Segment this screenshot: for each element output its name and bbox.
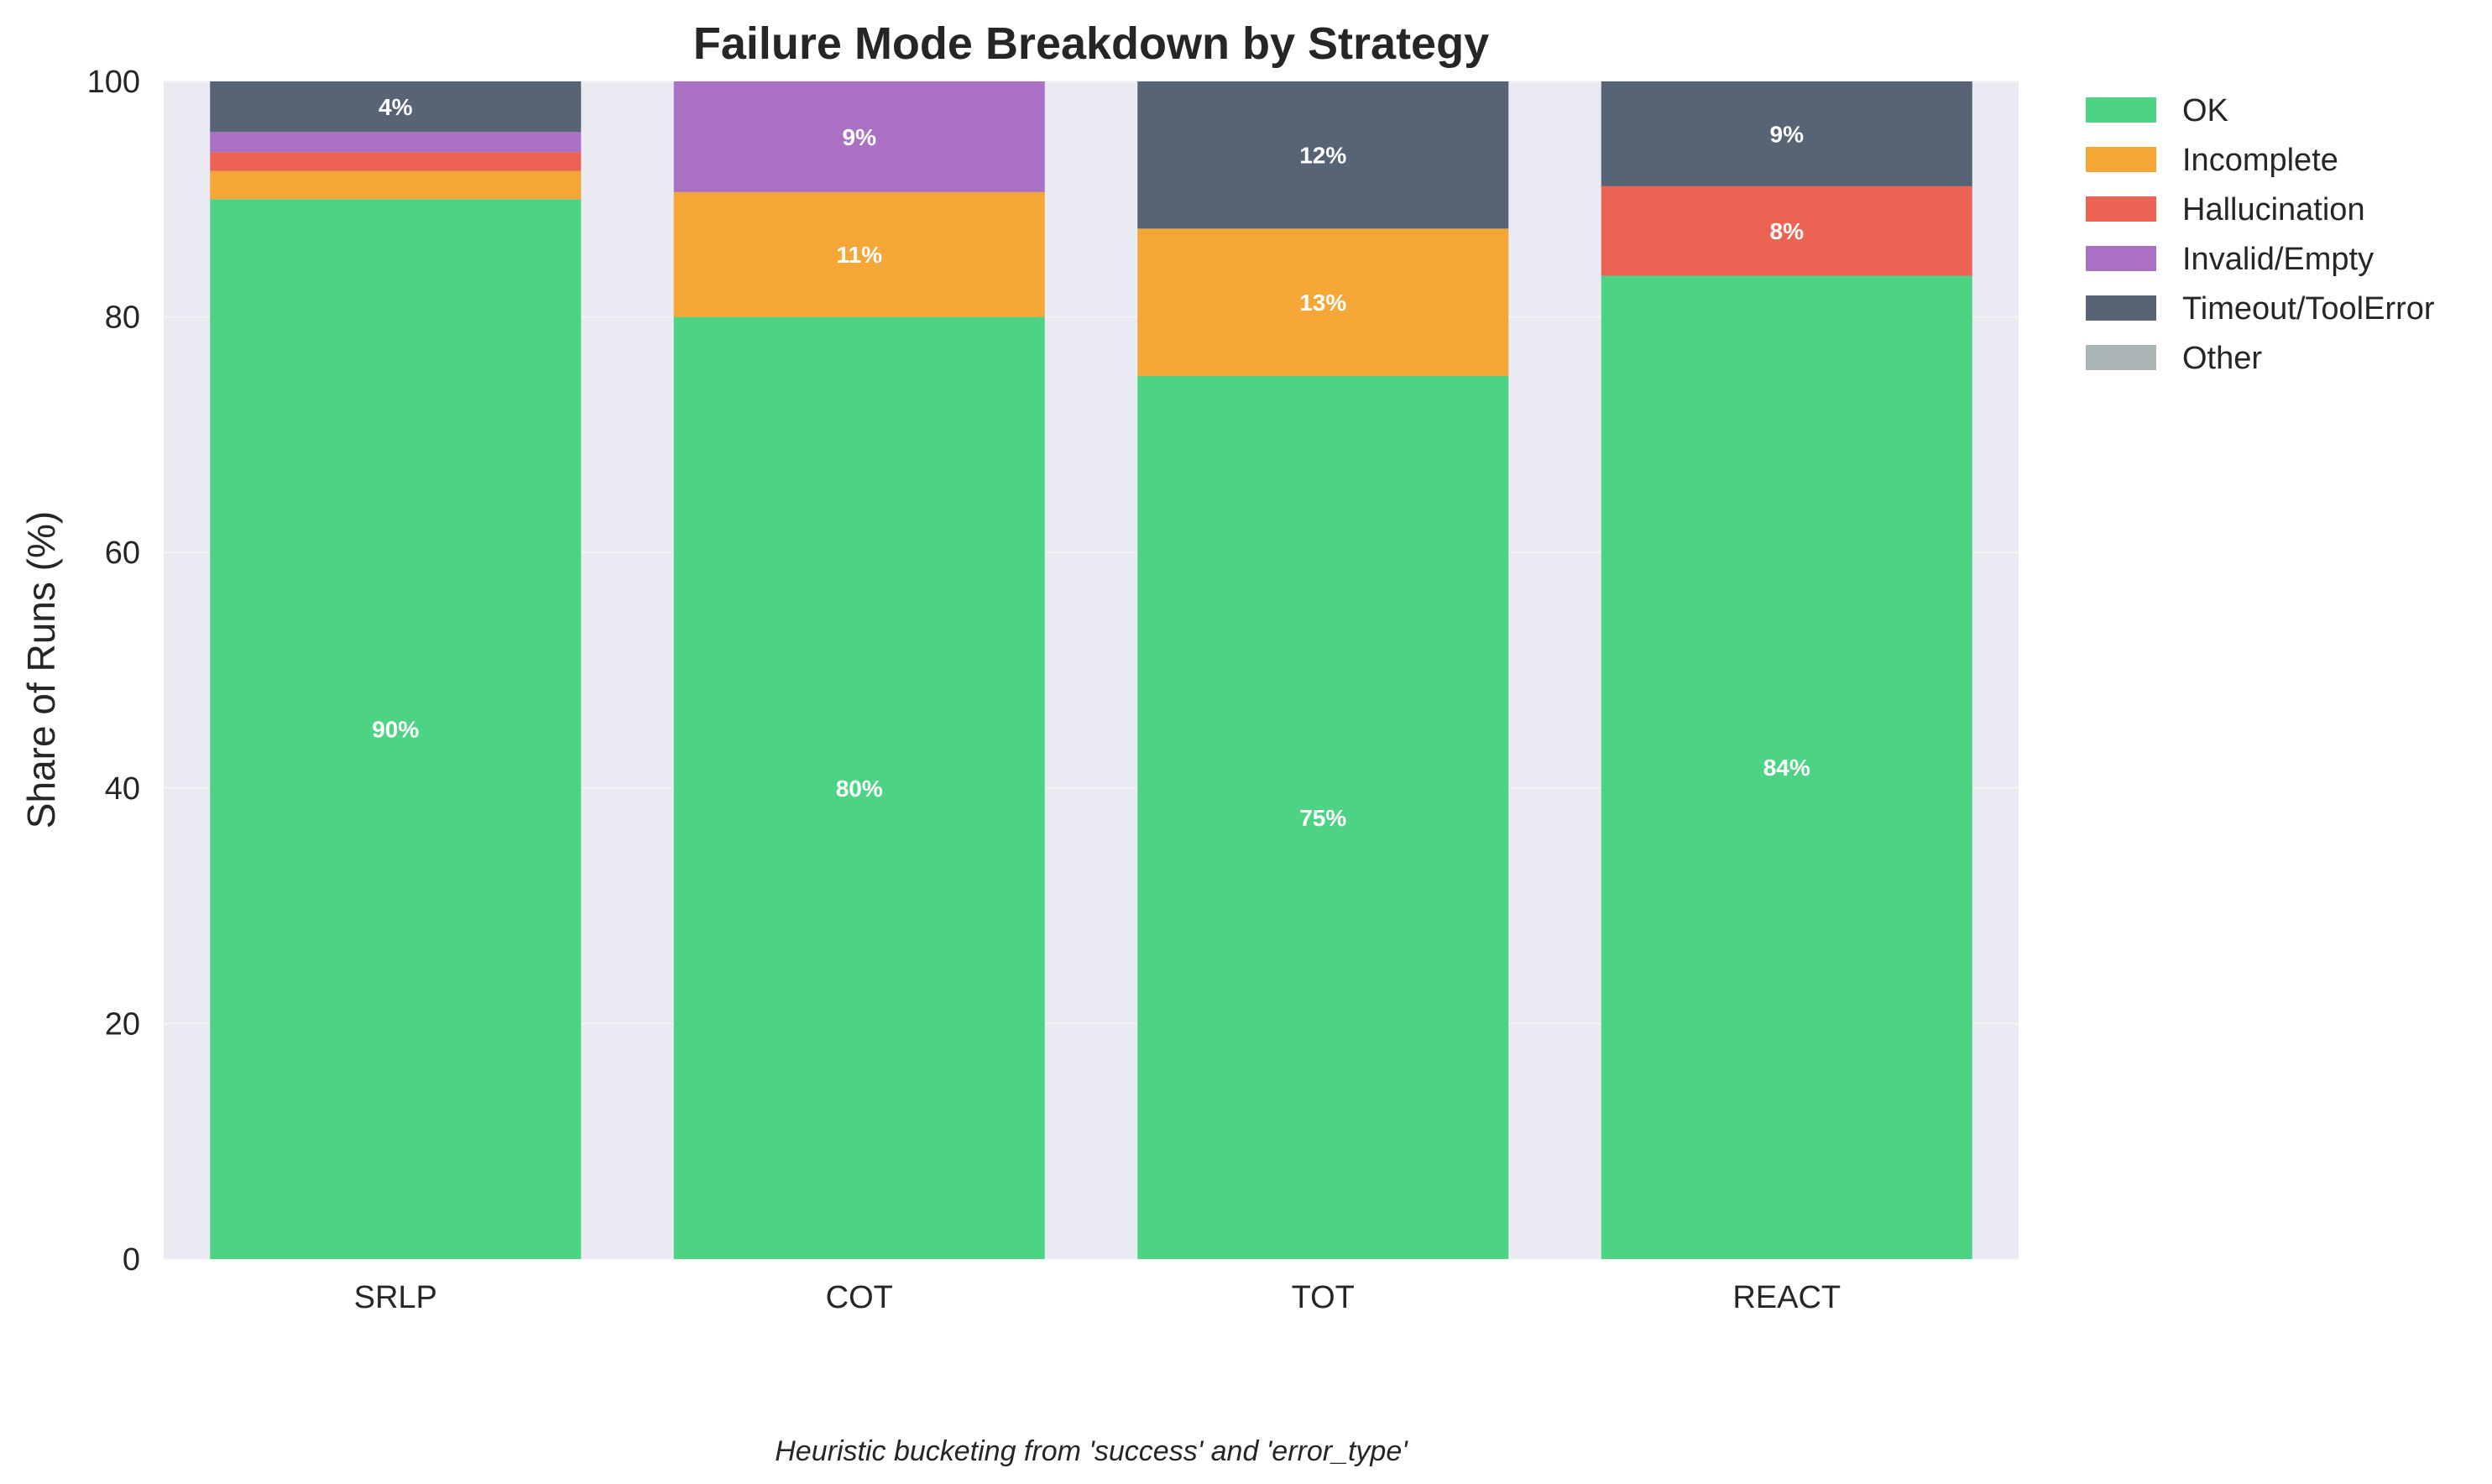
- x-tick-label: REACT: [1732, 1280, 1841, 1315]
- data-label: 12%: [1299, 143, 1346, 169]
- y-tick-label: 80: [105, 300, 140, 336]
- bar-segment-cot-ok: [673, 316, 1045, 1260]
- data-label: 84%: [1763, 755, 1810, 781]
- data-label: 9%: [843, 124, 877, 150]
- chart-title: Failure Mode Breakdown by Strategy: [693, 18, 1489, 69]
- legend-label: Other: [2182, 341, 2262, 376]
- data-label: 75%: [1299, 805, 1346, 831]
- chart-caption: Heuristic bucketing from 'success' and '…: [775, 1435, 1408, 1467]
- legend-label: Timeout/ToolError: [2182, 291, 2435, 327]
- bar-segment-react-ok: [1601, 275, 1972, 1259]
- legend-label: OK: [2182, 93, 2228, 128]
- bar-segment-srlp-hallucination: [210, 152, 582, 171]
- x-axis-ticks: SRLP COT TOT REACT: [354, 1280, 1842, 1315]
- y-tick-label: 0: [123, 1242, 140, 1278]
- y-tick-label: 100: [87, 65, 140, 100]
- bar-segment-react-hallucination: [1601, 186, 1972, 276]
- bar-segment-srlp-invalid-empty: [210, 132, 582, 153]
- legend-swatch: [2086, 97, 2156, 123]
- legend-label: Incomplete: [2182, 143, 2338, 178]
- bar-segment-srlp-incomplete: [210, 170, 582, 200]
- bar-segment-cot-incomplete: [673, 191, 1045, 317]
- bar-segment-cot-invalid-empty: [673, 81, 1045, 192]
- legend-swatch: [2086, 147, 2156, 172]
- data-label: 90%: [372, 717, 419, 743]
- legend-label: Invalid/Empty: [2182, 242, 2374, 277]
- x-tick-label: COT: [826, 1280, 893, 1315]
- bars-group: 90% 4% 80% 11% 9% 75% 13% 12% 84% 8% 9%: [210, 81, 1972, 1260]
- data-label: 11%: [837, 242, 883, 268]
- legend-label: Hallucination: [2182, 192, 2365, 227]
- legend-swatch: [2086, 246, 2156, 271]
- y-tick-label: 40: [105, 771, 140, 807]
- y-tick-label: 20: [105, 1006, 140, 1042]
- y-tick-label: 60: [105, 536, 140, 571]
- bar-segment-tot-timeout-toolerror: [1137, 81, 1509, 229]
- data-label: 4%: [379, 94, 413, 120]
- data-label: 80%: [836, 776, 883, 802]
- data-label: 13%: [1299, 290, 1346, 316]
- legend: OK Incomplete Hallucination Invalid/Empty Ti…: [2086, 93, 2435, 376]
- legend-swatch: [2086, 345, 2156, 370]
- bar-segment-tot-incomplete: [1137, 228, 1509, 376]
- bar-segment-srlp-timeout-toolerror: [210, 81, 582, 133]
- bar-segment-react-timeout-toolerror: [1601, 81, 1972, 186]
- x-tick-label: SRLP: [354, 1280, 437, 1315]
- legend-swatch: [2086, 196, 2156, 222]
- bar-segment-srlp-ok: [210, 199, 582, 1259]
- y-axis-label: Share of Runs (%): [19, 511, 63, 828]
- data-label: 8%: [1770, 218, 1805, 244]
- y-axis-ticks: 0 20 40 60 80 100: [87, 65, 140, 1278]
- x-tick-label: TOT: [1292, 1280, 1355, 1315]
- bar-segment-tot-ok: [1137, 375, 1509, 1259]
- legend-swatch: [2086, 295, 2156, 321]
- data-label: 9%: [1770, 121, 1805, 147]
